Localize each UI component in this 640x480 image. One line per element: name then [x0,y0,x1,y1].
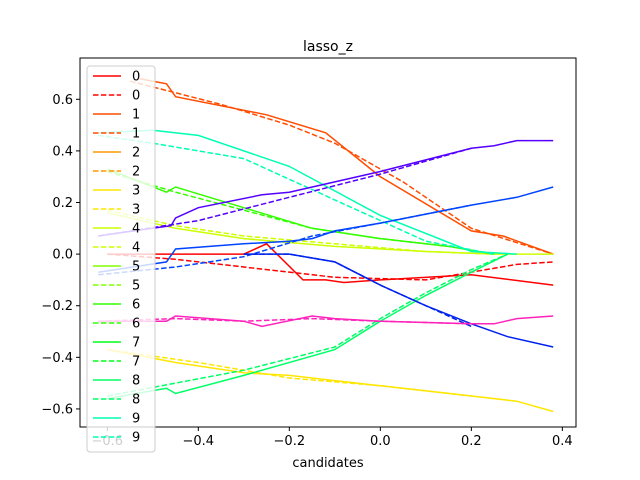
x-tick-label: 0.2 [461,434,482,449]
series-line-2 [139,77,554,255]
chart-title: lasso_z [303,39,353,55]
x-axis: −0.6−0.4−0.20.00.20.4 [92,427,573,449]
legend-label: 0 [132,70,140,85]
y-tick-label: 0.4 [52,144,73,159]
series-line-15 [98,147,472,237]
y-tick-label: 0.2 [52,196,73,211]
legend-label: 1 [132,108,140,123]
y-tick-label: −0.2 [41,299,73,314]
series-layer [98,77,554,413]
legend-label: 5 [132,260,140,275]
series-line-3 [129,80,554,255]
x-tick-label: −0.2 [274,434,306,449]
series-line-10 [107,253,509,400]
series-line-20 [98,315,554,328]
legend-label: 7 [132,355,140,370]
legend-label: 6 [132,317,140,332]
series-line-19 [243,253,472,328]
series-line-0 [107,242,554,286]
legend-label: 2 [132,146,140,161]
legend-label: 0 [132,89,140,104]
series-line-9 [107,170,449,248]
legend-box [86,65,156,453]
y-tick-label: −0.6 [41,402,73,417]
legend-label: 4 [132,241,140,256]
series-line-4 [107,348,554,413]
plot-area-frame [79,57,577,428]
legend-label: 3 [132,184,140,199]
series-line-8 [107,168,495,255]
series-line-11 [107,253,508,397]
legend-label: 1 [132,127,140,142]
legend-label: 2 [132,165,140,180]
legend-label: 9 [132,431,140,446]
legend-label: 8 [132,374,140,389]
y-tick-label: 0.0 [52,248,73,263]
series-line-16 [98,186,554,273]
series-line-17 [98,204,472,276]
series-line-14 [98,139,554,237]
y-tick-label: 0.6 [52,93,73,108]
series-line-5 [107,348,472,397]
legend-label: 5 [132,279,140,294]
series-line-1 [107,253,554,281]
x-axis-label: candidates [292,456,364,471]
legend-label: 9 [132,412,140,427]
legend-label: 3 [132,203,140,218]
legend-label: 4 [132,222,140,237]
series-line-13 [98,134,495,255]
series-line-21 [98,317,472,325]
legend-label: 8 [132,393,140,408]
y-axis: −0.6 −0.4 −0.2 0.0 0.2 0.4 0.6 [41,93,80,417]
y-tick-label: −0.4 [41,351,73,366]
legend-label: 6 [132,298,140,313]
series-line-7 [107,209,495,255]
x-tick-label: 0.0 [370,434,391,449]
x-tick-label: −0.4 [183,434,215,449]
x-tick-label: 0.4 [552,434,573,449]
legend-label: 7 [132,336,140,351]
legend: 0 0 1 1 2 2 3 3 4 4 5 5 6 6 7 7 8 8 9 9 [86,65,156,453]
